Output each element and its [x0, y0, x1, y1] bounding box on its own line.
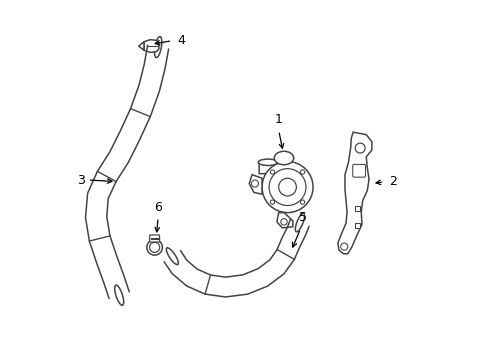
Circle shape — [270, 200, 274, 204]
Text: 6: 6 — [154, 201, 162, 214]
Text: 1: 1 — [275, 113, 283, 126]
Text: 4: 4 — [178, 34, 186, 47]
FancyBboxPatch shape — [353, 165, 366, 177]
Circle shape — [270, 170, 274, 174]
Text: 5: 5 — [299, 211, 308, 224]
Circle shape — [300, 200, 305, 204]
Bar — [355, 223, 360, 228]
Circle shape — [300, 170, 305, 174]
Polygon shape — [144, 40, 159, 53]
Polygon shape — [259, 162, 279, 174]
Polygon shape — [277, 213, 293, 228]
Circle shape — [281, 219, 287, 225]
Text: 2: 2 — [390, 175, 397, 188]
Bar — [355, 206, 360, 211]
Ellipse shape — [258, 159, 278, 166]
Ellipse shape — [274, 151, 294, 165]
Polygon shape — [338, 132, 372, 254]
Polygon shape — [249, 175, 262, 194]
FancyBboxPatch shape — [149, 235, 160, 242]
Circle shape — [341, 243, 348, 250]
Text: 3: 3 — [77, 174, 85, 186]
Polygon shape — [139, 42, 144, 50]
Circle shape — [251, 180, 258, 187]
Circle shape — [355, 143, 365, 153]
Circle shape — [262, 162, 313, 213]
Circle shape — [147, 239, 162, 255]
